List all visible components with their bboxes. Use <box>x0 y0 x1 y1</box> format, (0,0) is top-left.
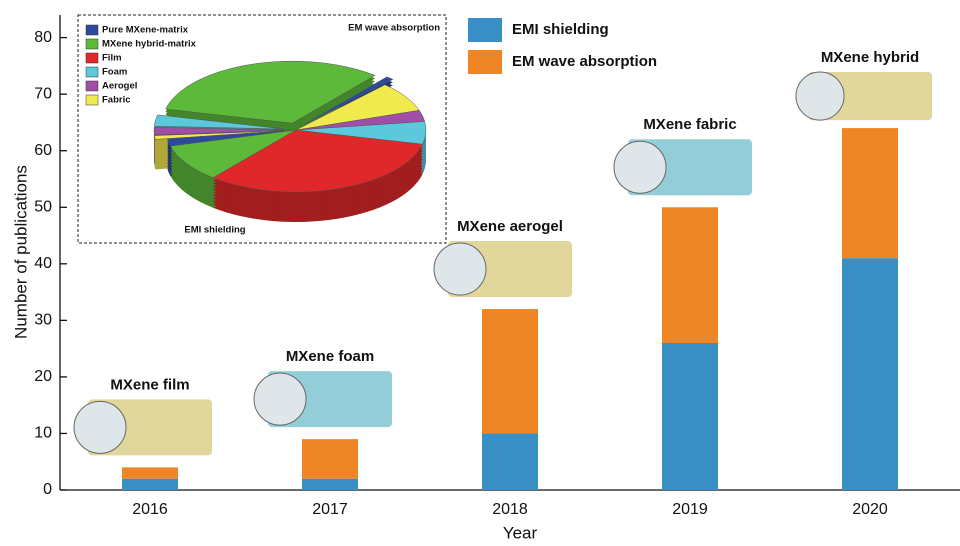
pie-legend-label: Foam <box>102 67 127 78</box>
pie-slice <box>154 130 285 140</box>
x-tick-label: 2017 <box>312 501 348 518</box>
y-tick-label: 80 <box>34 29 52 46</box>
y-tick-label: 0 <box>43 481 52 498</box>
pie-slice <box>295 84 420 131</box>
y-tick-label: 20 <box>34 368 52 385</box>
bar-segment <box>122 478 178 490</box>
y-tick-label: 60 <box>34 142 52 159</box>
illustration-lens <box>253 372 307 426</box>
x-tick-label: 2018 <box>492 501 528 518</box>
bar-segment <box>302 439 358 479</box>
bar-segment <box>122 467 178 479</box>
pie-slice <box>165 60 376 124</box>
pie-slice <box>153 114 285 130</box>
legend-label: EM wave absorption <box>512 53 657 70</box>
y-tick-label: 70 <box>34 85 52 102</box>
pie-legend-swatch <box>85 80 99 92</box>
pie-slice <box>212 129 423 193</box>
pie-legend-label: Aerogel <box>102 81 137 92</box>
bar-segment <box>842 128 898 259</box>
pie-legend-swatch <box>85 52 99 64</box>
x-tick-label: 2019 <box>672 501 708 518</box>
pie-legend-label: Pure MXene-matrix <box>102 25 189 36</box>
x-tick-label: 2016 <box>132 501 168 518</box>
legend-swatch <box>468 18 502 42</box>
pie-slice <box>303 76 394 125</box>
pie-group-label: EM wave absorption <box>348 23 440 34</box>
pie-slice <box>170 129 297 179</box>
pie-legend-swatch <box>85 38 99 50</box>
annotation: MXene film <box>110 376 189 393</box>
pie-legend-swatch <box>85 24 99 36</box>
y-tick-label: 30 <box>34 312 52 329</box>
x-tick-label: 2020 <box>852 501 888 518</box>
pie-legend-label: Film <box>102 53 122 64</box>
bar-segment <box>842 258 898 490</box>
legend-swatch <box>468 50 502 74</box>
pie-legend-label: MXene hybrid-matrix <box>102 39 197 50</box>
annotation: MXene fabric <box>643 116 736 133</box>
illustration-lens <box>613 140 667 194</box>
annotation: MXene aerogel <box>457 218 563 235</box>
illustration-lens <box>795 71 845 121</box>
bar-segment <box>482 309 538 434</box>
y-tick-label: 50 <box>34 198 52 215</box>
pie-group-label: EMI shielding <box>184 225 245 236</box>
bar-segment <box>662 342 718 490</box>
pie-legend-label: Fabric <box>102 95 131 106</box>
y-tick-label: 10 <box>34 425 52 442</box>
bar-segment <box>482 433 538 490</box>
pie-legend-swatch <box>85 66 99 78</box>
y-axis-title: Number of publications <box>11 165 30 339</box>
bar-segment <box>662 207 718 343</box>
pie-slice <box>153 127 285 136</box>
pie-legend-swatch <box>85 94 99 106</box>
legend-label: EMI shielding <box>512 21 609 38</box>
illustration-lens <box>433 242 487 296</box>
illustration-lens <box>73 400 127 454</box>
y-tick-label: 40 <box>34 255 52 272</box>
x-axis-title: Year <box>503 523 538 542</box>
annotation: MXene foam <box>286 348 374 365</box>
bar-segment <box>302 478 358 490</box>
annotation: MXene hybrid <box>821 49 919 66</box>
